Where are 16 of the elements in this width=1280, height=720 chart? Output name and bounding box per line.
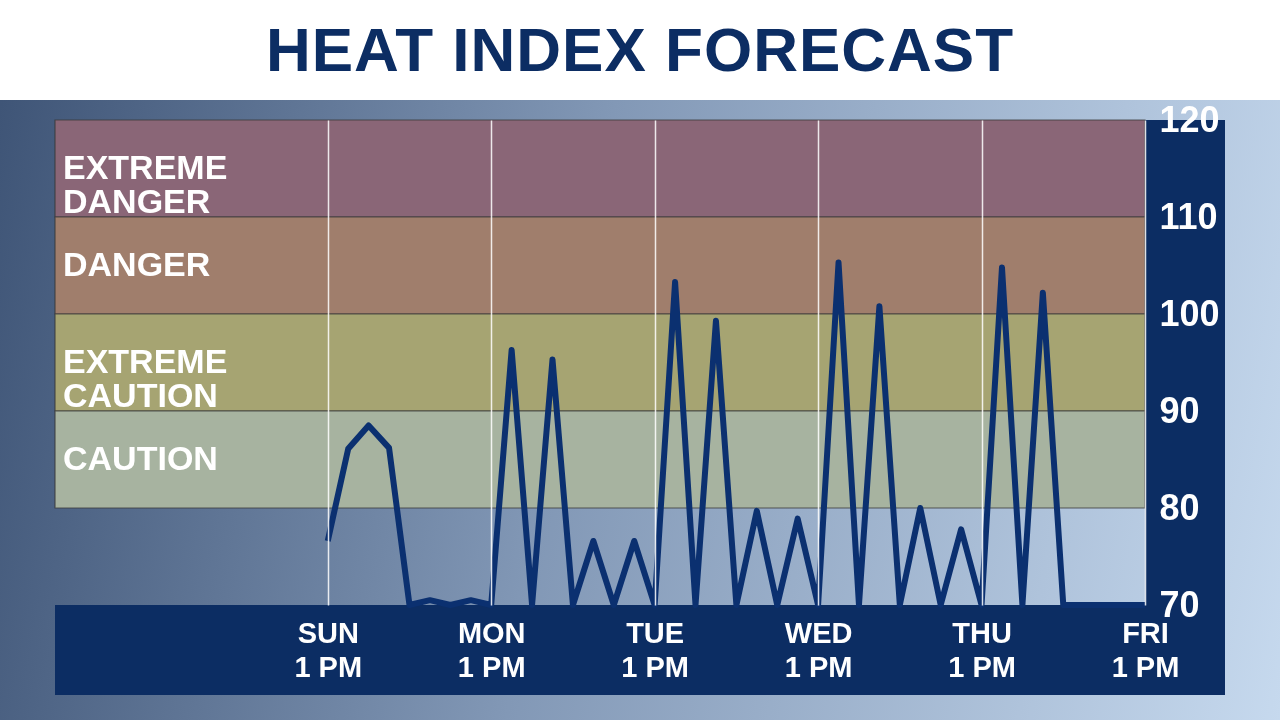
x-tick-label: FRI 1 PM bbox=[1111, 616, 1180, 683]
band-label: EXTREME DANGER bbox=[63, 147, 228, 220]
y-tick-label: 120 bbox=[1159, 98, 1220, 140]
y-tick-label: 90 bbox=[1159, 389, 1200, 431]
x-tick-label: THU 1 PM bbox=[948, 616, 1016, 683]
y-tick-label: 110 bbox=[1159, 195, 1218, 237]
chart-title: HEAT INDEX FORECAST bbox=[0, 0, 1280, 100]
x-tick-label: MON 1 PM bbox=[457, 616, 526, 683]
x-tick-label: TUE 1 PM bbox=[621, 616, 689, 683]
y-tick-label: 100 bbox=[1159, 292, 1220, 334]
y-tick-label: 80 bbox=[1159, 486, 1200, 528]
band-label: CAUTION bbox=[63, 438, 218, 477]
x-tick-label: WED 1 PM bbox=[784, 616, 853, 683]
x-tick-label: SUN 1 PM bbox=[294, 616, 363, 683]
band-label: EXTREME CAUTION bbox=[63, 341, 228, 414]
band-label: DANGER bbox=[63, 244, 211, 283]
